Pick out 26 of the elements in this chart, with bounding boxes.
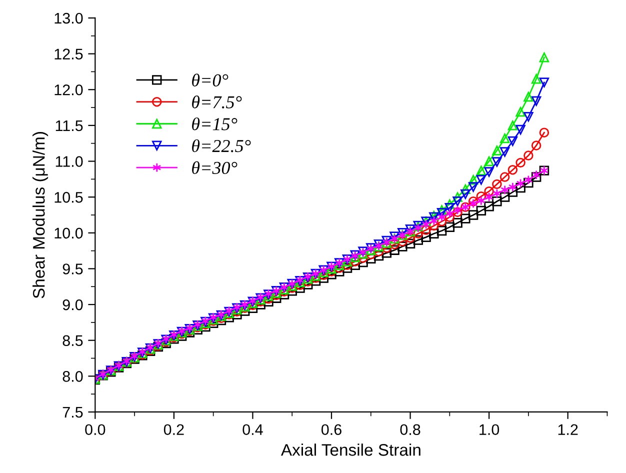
legend-label: θ=15° xyxy=(192,117,238,130)
x-tick-label: 0.4 xyxy=(242,424,263,436)
x-axis-title: Axial Tensile Strain xyxy=(280,444,420,456)
x-tick-label: 0.2 xyxy=(164,424,184,436)
y-tick-label: 8.0 xyxy=(62,371,83,382)
x-tick-label: 1.0 xyxy=(480,424,500,436)
legend-label: θ=0° xyxy=(192,74,228,86)
y-tick-label: 11.5 xyxy=(56,120,83,132)
legend-label: θ=7.5° xyxy=(192,96,242,108)
y-tick-label: 10.5 xyxy=(54,192,83,203)
legend-label: θ=22.5° xyxy=(192,139,251,152)
y-tick-label: 13.0 xyxy=(54,12,83,24)
y-tick-label: 9.0 xyxy=(62,299,83,310)
y-tick-label: 11.0 xyxy=(56,156,83,167)
y-tick-label: 7.5 xyxy=(62,407,83,418)
y-tick-label: 12.5 xyxy=(54,48,83,60)
x-tick-label: 0.0 xyxy=(85,424,106,436)
y-tick-label: 9.5 xyxy=(62,264,83,274)
y-tick-label: 12.0 xyxy=(54,84,83,96)
x-tick-label: 0.6 xyxy=(321,424,342,436)
x-tick-label: 1.2 xyxy=(558,424,578,435)
x-tick-label: 0.8 xyxy=(400,424,420,436)
y-tick-label: 8.5 xyxy=(62,335,83,346)
y-tick-label: 10.0 xyxy=(54,228,83,239)
legend-label: θ=30° xyxy=(192,161,238,174)
y-axis-title: Shear Modulus (μN/m) xyxy=(32,132,48,298)
